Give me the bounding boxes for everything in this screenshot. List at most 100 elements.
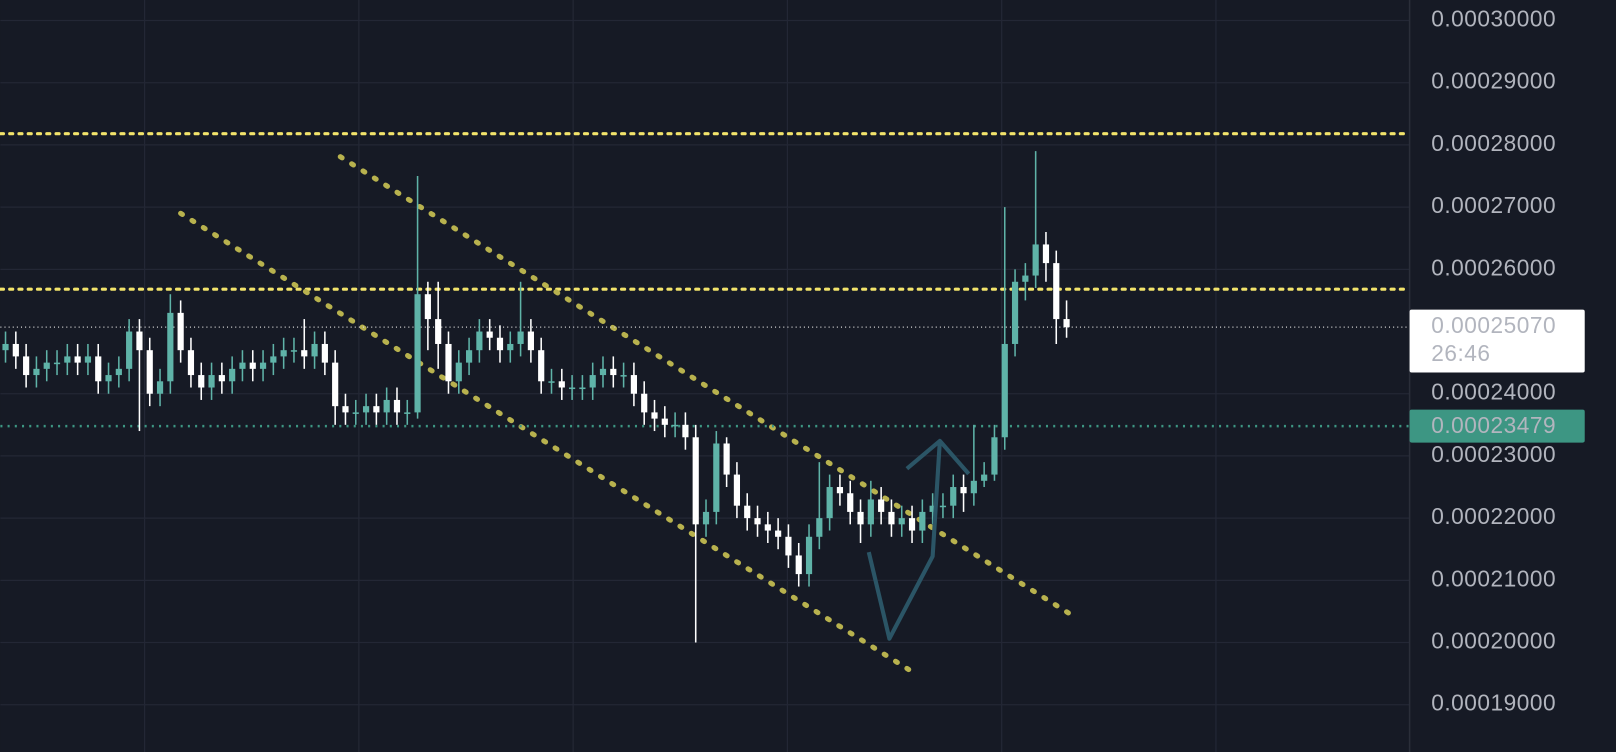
candle-body [672,424,679,427]
y-tick-label: 0.00020000 [1431,628,1556,654]
candle-body [74,356,81,363]
y-tick-label: 0.00019000 [1431,690,1556,716]
candle-body [527,331,534,351]
candle-body [486,331,493,338]
arrow-annotation [866,438,971,641]
candle-body [290,350,298,352]
candle-body [1032,244,1039,276]
candle-body [404,412,411,414]
candle-body [84,356,92,363]
candle-body [23,356,30,376]
candle-body [805,536,813,575]
candle-body [950,487,957,506]
y-tick-label: 0.00023000 [1431,441,1556,467]
candle-body [960,487,967,494]
candle-body [682,424,689,438]
candle-body [589,375,596,388]
candle-body [826,487,833,519]
marked-price-box [1409,409,1585,443]
candle-body [352,412,359,414]
candle-body [249,362,256,369]
y-tick-label: 0.00024000 [1431,379,1556,405]
candle-body [64,356,71,363]
y-tick-label: 0.00022000 [1431,503,1556,529]
y-tick-label: 0.00021000 [1431,565,1556,591]
candle-body [991,437,998,475]
candle-body [569,387,576,390]
candle-body [259,362,267,369]
candle-body [435,319,442,344]
last-price-box [1409,309,1585,373]
candle-body [908,518,916,531]
candle-body [218,375,225,382]
candle-body [414,294,421,413]
candle-body [970,480,977,494]
y-tick-label: 0.00030000 [1431,6,1556,32]
candle-body [733,474,741,506]
candle-body [702,511,710,525]
candle-body [764,524,771,531]
y-tick-label: 0.00027000 [1431,192,1556,218]
candle-body [455,362,462,382]
candle-body [981,474,988,481]
candle-body [156,381,164,394]
candle-body [167,312,174,382]
candle-body [208,375,215,388]
marked-price-label: 0.00023479 [1431,412,1556,438]
candle-body [558,381,565,388]
y-tick-label: 0.00029000 [1431,68,1556,94]
candle-body [517,331,524,344]
candle-body [548,381,555,383]
candle-body [579,387,586,390]
candle-body [1053,263,1060,320]
candle-body [1063,319,1070,328]
candle-body [939,505,947,508]
y-tick-label: 0.00028000 [1431,130,1556,156]
candle-body [929,505,936,512]
candle-body [641,393,648,413]
candle-body [239,362,246,369]
candle-body [496,337,504,351]
candle-body [187,350,195,376]
candle-body [538,350,545,382]
candle-body [177,312,184,351]
candle-body [321,343,328,363]
candle-body [198,375,205,388]
candle-body [362,406,370,413]
candle-body [785,536,792,556]
candle-body [661,418,668,425]
candle-body [33,368,40,376]
candle-body [53,362,61,365]
candle-body [723,443,730,475]
candle-body [857,511,864,525]
candle-body [713,443,720,512]
candle-body [1022,275,1029,282]
candle-body [878,499,885,512]
candle-body [105,375,112,382]
candle-body [847,493,854,512]
candle-body [383,399,390,413]
candle-body [12,343,19,357]
candle-body [692,437,699,525]
price-axis: 0.00030000 0.00029000 0.00028000 0.00027000… [1409,6,1585,716]
candle-body [795,555,802,575]
plot [0,132,1412,678]
trend-line [178,210,920,678]
candle-body [43,362,50,369]
candle-body [95,356,102,382]
candle-body [115,368,122,376]
candle-body [2,343,9,351]
candle-body [775,530,782,537]
candle-body [599,368,607,376]
candle-body [754,518,761,525]
candle-body [280,350,287,357]
candle-body [126,331,133,369]
candle-body [744,505,751,519]
candle-body [229,368,236,382]
candle-body [424,294,431,320]
candle-body [620,375,627,377]
candle-body [919,511,926,531]
candle-body [332,362,339,407]
candle-body [610,368,617,376]
